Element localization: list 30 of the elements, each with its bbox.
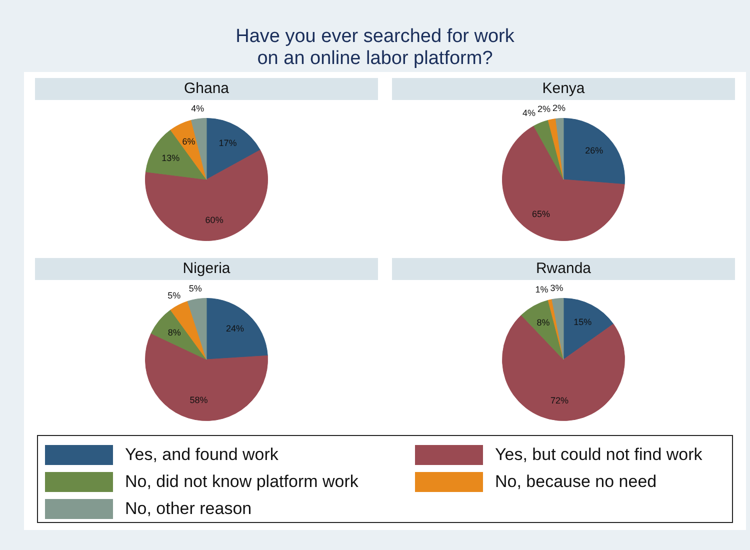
chart-title: Ghana	[35, 78, 378, 100]
data-label: 58%	[190, 394, 208, 405]
data-label: 3%	[550, 283, 564, 294]
data-label: 8%	[536, 318, 550, 328]
legend-label: Yes, and found work	[125, 445, 278, 465]
chart-title: Kenya	[392, 78, 735, 100]
chart-title: Nigeria	[35, 258, 378, 280]
data-label: 6%	[182, 136, 196, 146]
data-label: 1%	[535, 284, 548, 294]
legend-label: Yes, but could not find work	[495, 445, 702, 465]
legend-label: No, because no need	[495, 472, 657, 492]
data-label: 24%	[226, 324, 244, 334]
data-label: 2%	[538, 104, 551, 114]
data-label: 72%	[550, 395, 569, 406]
data-label: 15%	[574, 316, 592, 327]
data-label: 8%	[168, 327, 181, 338]
legend-label: No, other reason	[125, 499, 252, 519]
data-label: 2%	[552, 102, 566, 113]
data-label: 5%	[188, 284, 202, 294]
data-label: 4%	[191, 103, 204, 114]
data-label: 13%	[162, 152, 180, 163]
data-label: 60%	[205, 214, 224, 225]
data-label: 65%	[532, 209, 550, 220]
data-label: 17%	[218, 138, 237, 148]
data-label: 26%	[585, 146, 604, 156]
data-label: 5%	[168, 290, 181, 300]
data-label: 4%	[522, 108, 536, 118]
legend-label: No, did not know platform work	[125, 472, 358, 492]
text: Have you ever searched for work on an online labor platform?	[234, 26, 516, 70]
chart-title: Rwanda	[392, 258, 735, 280]
